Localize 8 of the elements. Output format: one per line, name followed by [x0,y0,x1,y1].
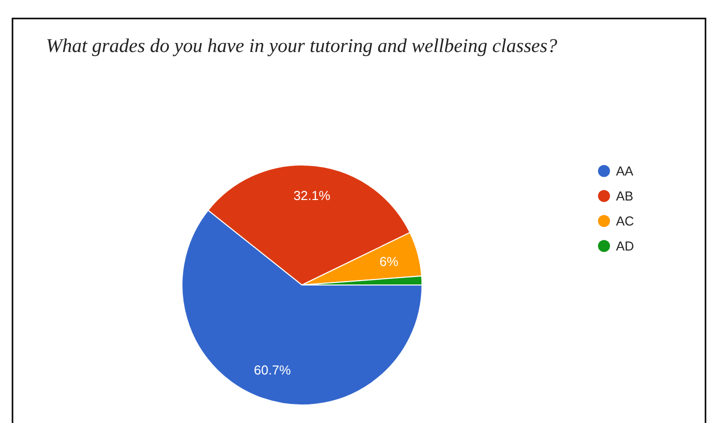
data-label: 60.7% [254,362,292,378]
chart-title: What grades do you have in your tutoring and wellbeing classes? [46,36,558,57]
legend-label: AA [616,164,634,179]
legend-label: AC [616,214,634,229]
legend-label: AD [616,238,634,254]
legend-label: AB [616,188,634,204]
data-label: 6% [379,254,399,270]
data-label: 32.1% [293,188,331,204]
